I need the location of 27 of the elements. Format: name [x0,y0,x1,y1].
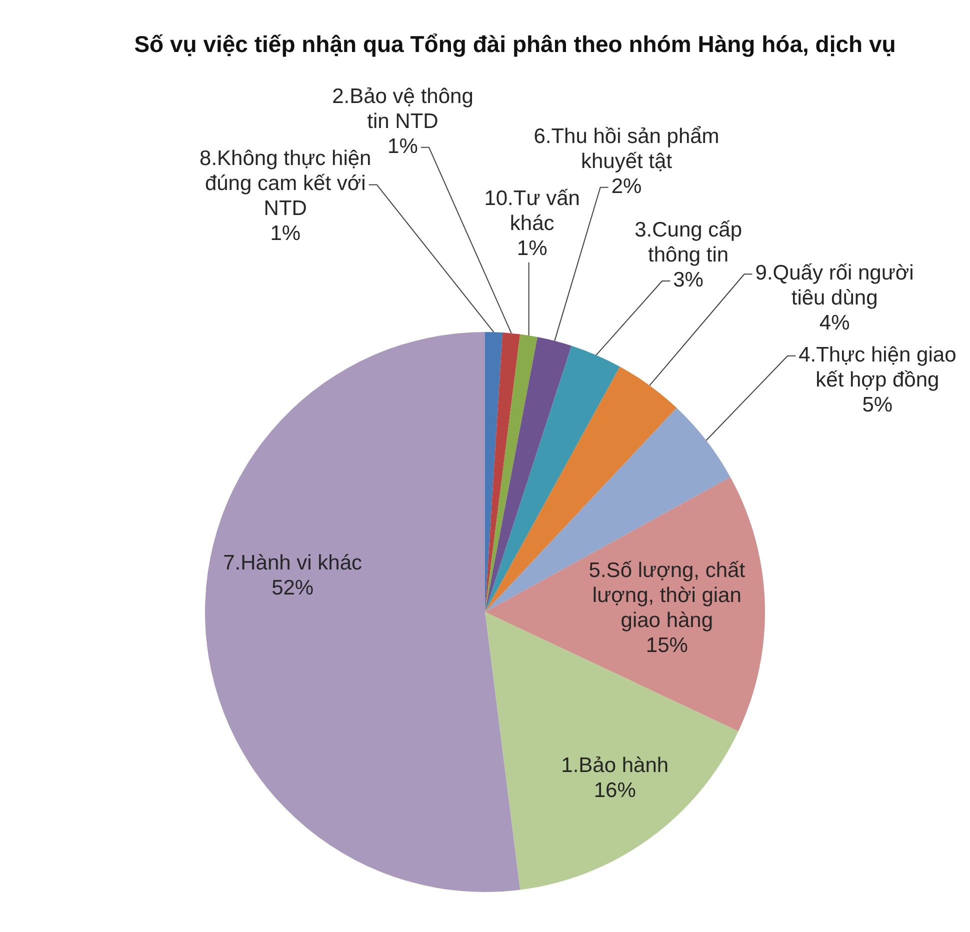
data-label: 3% [673,268,704,292]
slice-label: 2.Bảo vệ thông tin NTD [332,84,474,133]
pie-slice [485,612,738,890]
pie-slice [206,332,520,892]
slice-label: 10.Tư vấn khác [484,187,580,236]
data-label: 2% [611,174,642,198]
pie-slice [485,334,538,612]
data-label: 1% [270,222,301,246]
data-label: 16% [594,778,636,802]
pie-slice [485,336,572,612]
data-label: 1% [516,237,548,260]
slice-label: 4.Thực hiện giao kết hợp đồng [798,343,956,392]
slice-label: 6.Thu hồi sản phẩm khuyết tật [534,124,720,173]
slice-label: 9.Quấy rối người tiêu dùng [755,262,914,310]
chart-title: Số vụ việc tiếp nhận qua Tổng đài phân theo nhóm Hàng hóa, dịch vụ [133,30,897,58]
slice-label: 7.Hành vi khác [223,551,362,574]
pie-slice [485,477,765,732]
data-label: 5% [862,393,893,416]
data-label: 52% [272,576,314,600]
slice-label: 1.Bảo hành [561,754,669,777]
data-label: 1% [388,134,418,158]
pie-slice [485,332,520,612]
slice-label: 8.Không thực hiện đúng cam kết với NTD [200,147,372,220]
data-label: 4% [819,312,850,335]
data-label: 15% [646,634,688,657]
slice-label: 5.Số lượng, chất lượng, thời gian giao hàng [588,558,746,632]
slice-label: 3.Cung cấp thông tin [634,218,742,266]
